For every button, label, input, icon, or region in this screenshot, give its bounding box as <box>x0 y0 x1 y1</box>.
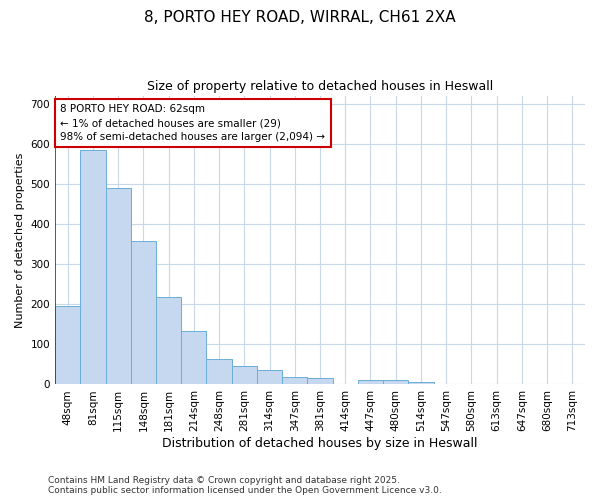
Text: 8, PORTO HEY ROAD, WIRRAL, CH61 2XA: 8, PORTO HEY ROAD, WIRRAL, CH61 2XA <box>144 10 456 25</box>
Bar <box>106 188 131 384</box>
Bar <box>55 306 80 384</box>
Bar <box>206 359 232 384</box>
Bar <box>409 382 434 384</box>
Text: 8 PORTO HEY ROAD: 62sqm
← 1% of detached houses are smaller (29)
98% of semi-det: 8 PORTO HEY ROAD: 62sqm ← 1% of detached… <box>61 104 325 142</box>
Bar <box>80 150 106 384</box>
Text: Contains HM Land Registry data © Crown copyright and database right 2025.
Contai: Contains HM Land Registry data © Crown c… <box>48 476 442 495</box>
Bar <box>181 331 206 384</box>
Bar <box>257 370 282 384</box>
Y-axis label: Number of detached properties: Number of detached properties <box>15 152 25 328</box>
Title: Size of property relative to detached houses in Heswall: Size of property relative to detached ho… <box>147 80 493 93</box>
Bar <box>383 380 409 384</box>
Bar <box>156 298 181 384</box>
Bar <box>131 241 156 384</box>
Bar <box>232 366 257 384</box>
X-axis label: Distribution of detached houses by size in Heswall: Distribution of detached houses by size … <box>162 437 478 450</box>
Bar <box>358 380 383 384</box>
Bar <box>307 378 332 384</box>
Bar <box>282 377 307 384</box>
